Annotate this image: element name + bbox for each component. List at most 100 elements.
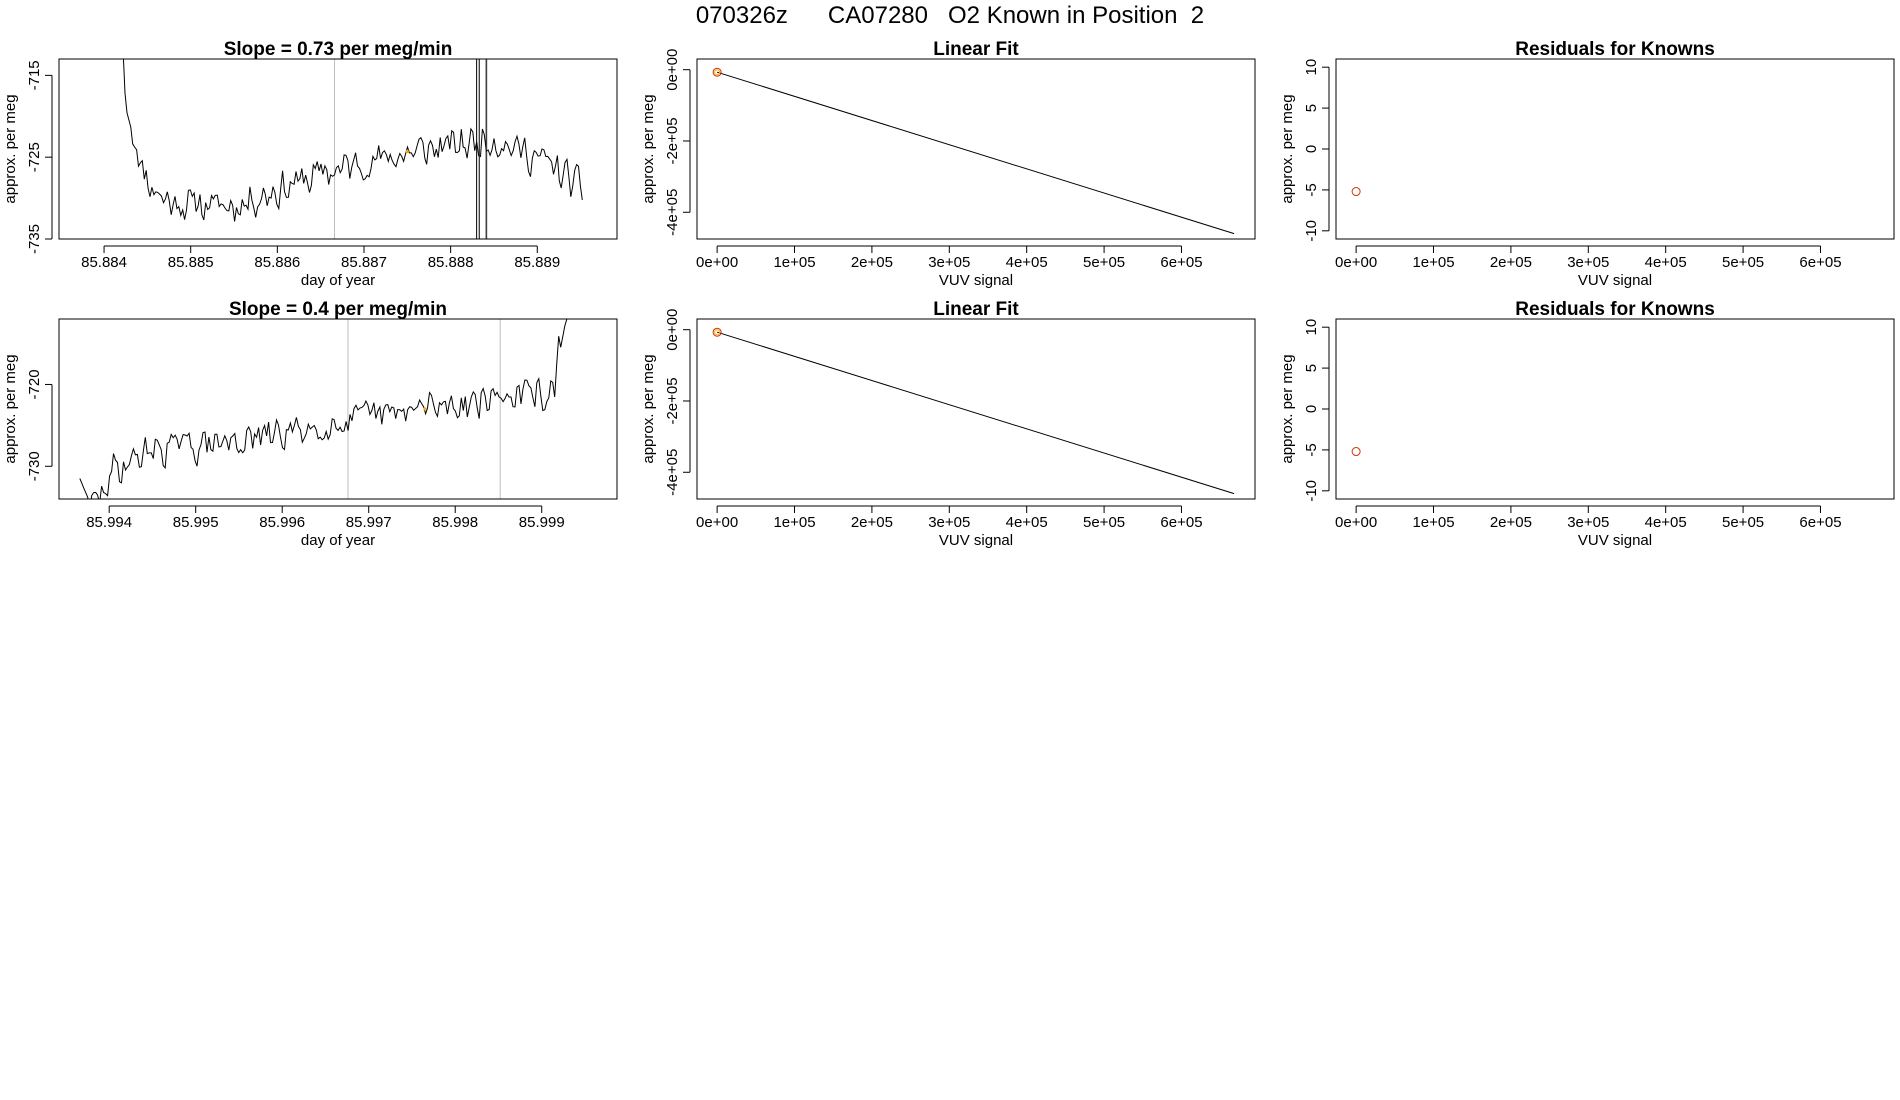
x-tick-label: 85.996 <box>259 514 305 531</box>
y-axis-label: approx. per meg <box>640 354 657 463</box>
y-tick-label: 5 <box>1303 364 1320 372</box>
plot-area <box>1351 447 1361 457</box>
x-tick-label: 3e+05 <box>928 514 970 531</box>
x-tick-label: 4e+05 <box>1645 514 1687 531</box>
y-axis-label: approx. per meg <box>1279 94 1296 203</box>
x-tick-label: 85.999 <box>519 514 565 531</box>
y-axis-label: approx. per meg <box>640 94 657 203</box>
x-tick-label: 85.884 <box>81 254 127 271</box>
data-series-line <box>122 59 583 222</box>
panel-title: Slope = 0.73 per meg/min <box>224 39 453 60</box>
y-tick-label: -2e+05 <box>664 117 681 164</box>
y-tick-label: 10 <box>1303 59 1320 76</box>
x-axis-label: VUV signal <box>1578 272 1652 289</box>
x-tick-label: 6e+05 <box>1160 254 1202 271</box>
plot-area <box>79 319 576 499</box>
y-tick-label: -4e+05 <box>664 189 681 236</box>
plot-area <box>712 327 1235 495</box>
y-tick-label: -4e+05 <box>664 449 681 496</box>
panel-title: Slope = 0.4 per meg/min <box>229 299 447 320</box>
x-tick-label: 5e+05 <box>1722 514 1764 531</box>
plot-frame <box>696 58 1256 240</box>
panel-fit2: Linear Fit 0e+00 1e+05 2e+05 3e+05 4e+05 5e+05… <box>640 299 1256 549</box>
y-tick-label: -720 <box>26 369 43 399</box>
x-axis-label: VUV signal <box>1578 532 1652 549</box>
plot-frame <box>58 58 618 240</box>
y-tick-label: 0 <box>1303 145 1320 153</box>
x-tick-label: 3e+05 <box>928 254 970 271</box>
plot-frame <box>1335 318 1895 500</box>
panel-title: Linear Fit <box>933 299 1019 320</box>
x-tick-label: 0e+00 <box>696 254 738 271</box>
highlight-point <box>405 149 409 154</box>
x-tick-label: 0e+00 <box>696 514 738 531</box>
x-tick-label: 85.994 <box>86 514 132 531</box>
data-point <box>712 327 722 337</box>
x-tick-label: 5e+05 <box>1083 254 1125 271</box>
highlight-point <box>423 407 427 411</box>
x-tick-label: 6e+05 <box>1160 514 1202 531</box>
plot-frame <box>1335 58 1895 240</box>
fit-line <box>716 71 1235 235</box>
y-tick-label: -735 <box>26 224 43 254</box>
x-tick-label: 85.998 <box>432 514 478 531</box>
plot-area <box>122 59 583 239</box>
x-tick-label: 2e+05 <box>851 254 893 271</box>
x-tick-label: 6e+05 <box>1799 254 1841 271</box>
x-tick-label: 5e+05 <box>1722 254 1764 271</box>
fit-line <box>716 331 1235 495</box>
y-tick-label: 10 <box>1303 319 1320 336</box>
panel-res1: Residuals for Knowns 0e+00 1e+05 2e+05 3e+05… <box>1279 39 1895 289</box>
panel-title: Residuals for Knowns <box>1515 299 1715 320</box>
y-tick-label: 0e+00 <box>664 309 681 351</box>
panel-res2: Residuals for Knowns 0e+00 1e+05 2e+05 3e+05… <box>1279 299 1895 549</box>
x-tick-label: 1e+05 <box>773 254 815 271</box>
plot-frame <box>696 318 1256 500</box>
plot-frame <box>58 318 618 500</box>
x-axis-label: day of year <box>301 272 375 289</box>
data-point-inner <box>714 329 721 336</box>
x-tick-label: 5e+05 <box>1083 514 1125 531</box>
y-axis-label: approx. per meg <box>1279 354 1296 463</box>
x-tick-label: 3e+05 <box>1567 254 1609 271</box>
x-tick-label: 1e+05 <box>1412 254 1454 271</box>
y-axis-label: approx. per meg <box>2 94 19 203</box>
y-axis-label: approx. per meg <box>2 354 19 463</box>
x-tick-label: 85.997 <box>346 514 392 531</box>
x-tick-label: 4e+05 <box>1006 254 1048 271</box>
y-tick-label: -5 <box>1303 443 1320 456</box>
y-tick-label: 0 <box>1303 405 1320 413</box>
y-tick-label: -715 <box>26 60 43 90</box>
panel-fit1: Linear Fit 0e+00 1e+05 2e+05 3e+05 4e+05 5e+05… <box>640 39 1256 289</box>
x-tick-label: 1e+05 <box>1412 514 1454 531</box>
x-tick-label: 2e+05 <box>851 514 893 531</box>
x-tick-label: 6e+05 <box>1799 514 1841 531</box>
y-tick-label: -10 <box>1303 480 1320 502</box>
y-tick-label: -10 <box>1303 220 1320 242</box>
x-tick-label: 4e+05 <box>1006 514 1048 531</box>
x-tick-label: 85.888 <box>428 254 474 271</box>
data-point-inner <box>714 69 721 76</box>
x-axis-label: VUV signal <box>939 532 1013 549</box>
x-axis-label: day of year <box>301 532 375 549</box>
plot-area <box>1351 187 1361 197</box>
y-tick-label: -725 <box>26 142 43 172</box>
data-point <box>712 67 722 77</box>
x-tick-label: 85.885 <box>168 254 214 271</box>
x-tick-label: 85.995 <box>173 514 219 531</box>
x-tick-label: 85.886 <box>254 254 300 271</box>
data-point <box>1351 447 1361 457</box>
panel-ts1: Slope = 0.73 per meg/min 85.884 85.885 85.8… <box>2 39 618 289</box>
y-tick-label: 0e+00 <box>664 49 681 91</box>
x-tick-label: 0e+00 <box>1335 514 1377 531</box>
x-tick-label: 1e+05 <box>773 514 815 531</box>
panel-ts2: Slope = 0.4 per meg/min 85.994 85.995 85.99… <box>2 299 618 549</box>
data-point <box>1351 187 1361 197</box>
x-tick-label: 0e+00 <box>1335 254 1377 271</box>
y-tick-label: -2e+05 <box>664 377 681 424</box>
x-axis-label: VUV signal <box>939 272 1013 289</box>
panel-title: Residuals for Knowns <box>1515 39 1715 60</box>
y-tick-label: 5 <box>1303 104 1320 112</box>
x-tick-label: 85.887 <box>341 254 387 271</box>
figure-title: 070326z CA07280 O2 Known in Position 2 <box>695 2 1205 29</box>
